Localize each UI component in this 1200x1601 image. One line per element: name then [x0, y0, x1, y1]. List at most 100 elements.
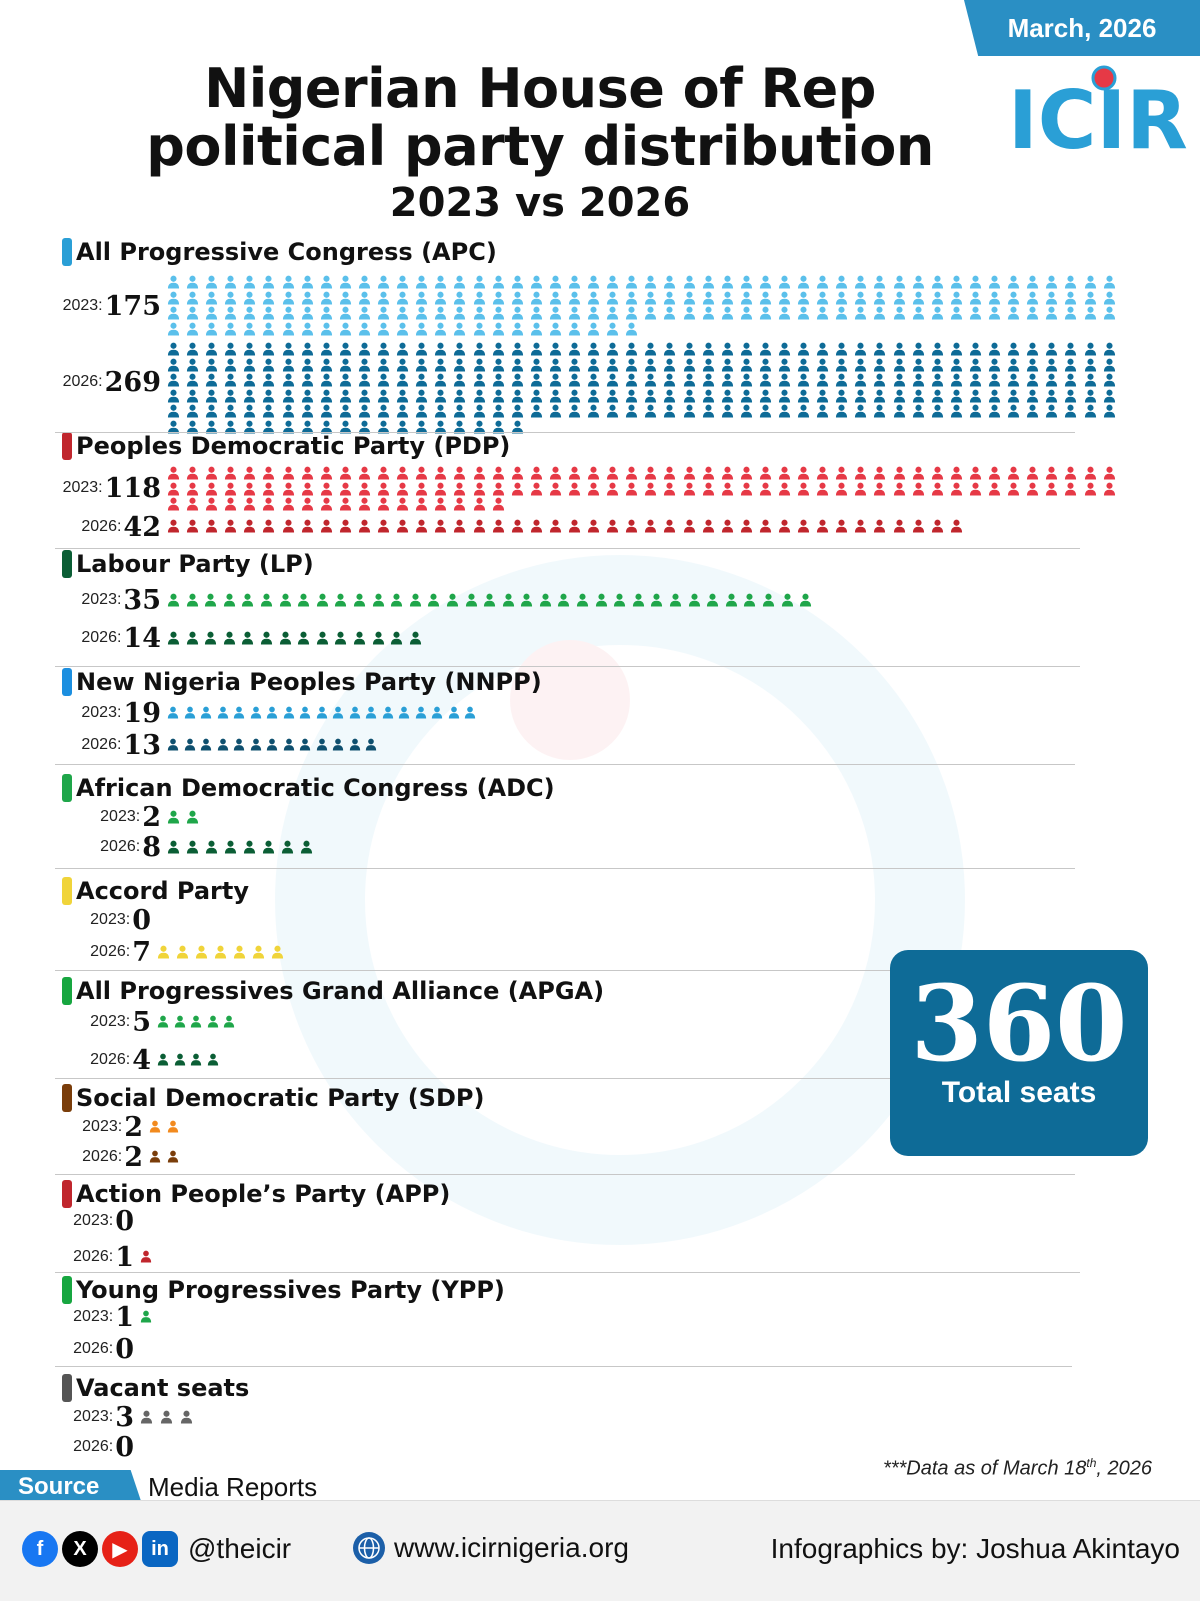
seat-icon	[568, 322, 587, 338]
person-icon	[626, 291, 638, 304]
seat-icon	[893, 342, 912, 358]
seat-count: 118	[104, 472, 161, 504]
seat-icon	[224, 291, 243, 307]
seat-icon	[873, 306, 892, 322]
person-icon	[778, 291, 791, 304]
source-text: Media Reports	[148, 1471, 318, 1502]
person-icon	[740, 291, 752, 304]
seat-icon	[262, 358, 281, 374]
seat-icon	[200, 738, 217, 753]
seat-icon	[854, 275, 873, 291]
seat-icon	[217, 738, 234, 753]
person-icon	[645, 519, 657, 533]
seat-icon	[415, 420, 434, 436]
year-label: 2026:	[73, 1340, 114, 1357]
youtube-icon[interactable]: ▶	[102, 1531, 138, 1567]
person-icon	[206, 420, 218, 433]
seat-icon	[339, 404, 358, 420]
seat-icon	[511, 342, 530, 358]
website-link[interactable]: www.icirnigeria.org	[352, 1531, 629, 1565]
seat-icon	[140, 1250, 158, 1265]
seat-icon	[706, 593, 725, 608]
person-icon	[435, 322, 447, 335]
website-text[interactable]: www.icirnigeria.org	[394, 1532, 629, 1563]
seat-icon	[186, 840, 205, 855]
person-icon	[160, 1410, 173, 1423]
seat-icon	[204, 631, 223, 646]
person-icon	[969, 342, 982, 356]
seat-count: 269	[104, 366, 161, 398]
seat-icon	[282, 420, 301, 436]
seat-icon	[663, 482, 682, 498]
seat-icon	[1084, 291, 1103, 307]
person-icon	[435, 519, 447, 533]
seat-icon	[988, 404, 1007, 420]
seat-icon	[434, 342, 453, 358]
person-icon	[206, 497, 218, 511]
person-icon	[707, 593, 719, 606]
seat-icon	[511, 291, 530, 307]
seat-icon	[453, 275, 472, 291]
seat-icon	[241, 593, 260, 608]
seat-icon	[778, 275, 797, 291]
party-color-bar	[62, 668, 72, 696]
seat-icon	[721, 306, 740, 322]
seat-icon	[332, 738, 349, 753]
seat-icon	[186, 497, 205, 513]
linkedin-icon[interactable]: in	[142, 1531, 178, 1567]
year-row-label: 2023: 19	[50, 698, 165, 729]
person-icon	[492, 322, 504, 335]
seat-icon	[453, 466, 472, 482]
seat-icon	[358, 373, 377, 389]
seat-icon	[625, 358, 644, 374]
person-icon	[568, 482, 581, 495]
seat-icon	[398, 706, 415, 721]
seat-icon	[520, 593, 539, 608]
person-icon	[473, 291, 485, 304]
person-icon	[415, 706, 426, 718]
seat-icon	[453, 389, 472, 405]
seat-icon	[931, 306, 950, 322]
social-handle[interactable]: @theicir	[188, 1533, 292, 1564]
person-icon	[446, 593, 458, 606]
person-icon	[207, 1053, 218, 1065]
year-row-label: 2023: 2	[50, 1112, 147, 1143]
person-icon	[454, 342, 466, 356]
seat-icon	[835, 358, 854, 374]
x-icon[interactable]: X	[62, 1531, 98, 1567]
person-icon	[702, 519, 714, 533]
person-icon	[1103, 389, 1115, 402]
seat-icon	[473, 404, 492, 420]
person-icon	[511, 342, 523, 356]
person-icon	[301, 358, 313, 371]
seat-icon	[740, 342, 759, 358]
person-icon	[435, 373, 447, 387]
seat-icon	[492, 389, 511, 405]
facebook-icon[interactable]: f	[22, 1531, 58, 1567]
seat-icon	[625, 466, 644, 482]
person-icon	[855, 519, 867, 533]
globe-icon	[353, 1532, 385, 1564]
seat-icon	[427, 593, 446, 608]
seat-icon	[283, 738, 300, 753]
person-icon	[397, 306, 409, 320]
seat-icon	[473, 291, 492, 307]
party-title: Social Democratic Party (SDP)	[62, 1082, 484, 1114]
seat-icon	[650, 593, 669, 608]
person-icon	[167, 342, 180, 356]
person-icon	[778, 482, 791, 495]
person-icon	[664, 466, 676, 480]
seat-icon	[167, 738, 184, 753]
person-icon	[626, 373, 638, 387]
seat-icon	[893, 306, 912, 322]
person-icon	[320, 482, 332, 495]
seat-icon	[950, 358, 969, 374]
person-icon	[607, 482, 619, 495]
seat-icon	[835, 389, 854, 405]
seat-icon	[1007, 342, 1026, 358]
seat-icon	[969, 466, 988, 482]
person-icon	[205, 593, 217, 606]
seat-icon	[448, 706, 465, 721]
seat-icon	[434, 497, 453, 513]
seat-icon	[873, 275, 892, 291]
